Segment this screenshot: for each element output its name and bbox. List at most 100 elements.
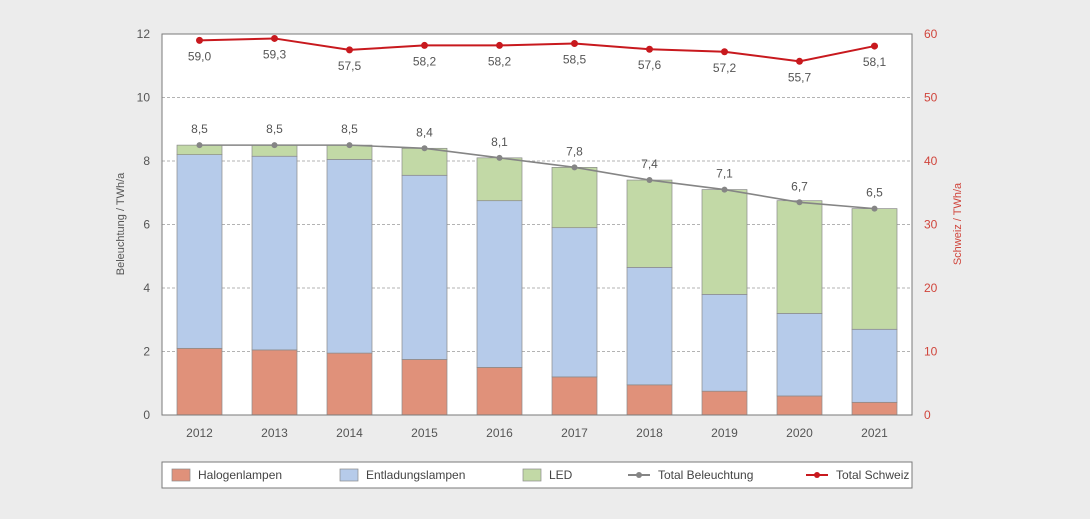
legend: Halogenlampen Entladungslampen LED Total Be… bbox=[161, 461, 913, 489]
plot-frame bbox=[161, 33, 913, 416]
data-label: 55,7 bbox=[788, 70, 812, 84]
bars bbox=[176, 144, 898, 416]
bar-segment bbox=[326, 352, 373, 416]
x-tick-label: 2017 bbox=[561, 426, 588, 440]
y2-tick-label: 10 bbox=[924, 345, 938, 359]
bar-segment bbox=[776, 313, 823, 397]
data-label: 8,4 bbox=[416, 125, 433, 139]
data-label: 6,7 bbox=[791, 179, 808, 193]
line-point bbox=[796, 57, 803, 65]
y-tick-label: 4 bbox=[143, 281, 150, 295]
bar-segment bbox=[476, 367, 523, 416]
series-line bbox=[199, 144, 875, 210]
legend-label: LED bbox=[549, 468, 573, 482]
legend-label: Total Schweiz bbox=[836, 468, 909, 482]
y-tick-label: 10 bbox=[137, 91, 151, 105]
data-label: 7,1 bbox=[716, 167, 733, 181]
data-label: 8,1 bbox=[491, 135, 508, 149]
bar-segment bbox=[476, 157, 523, 202]
bar-segment bbox=[701, 294, 748, 392]
bar-segment bbox=[401, 359, 448, 416]
y-tick-label: 12 bbox=[137, 27, 151, 41]
line-point bbox=[496, 41, 503, 49]
legend-swatch bbox=[171, 468, 191, 482]
bar-segment bbox=[701, 390, 748, 416]
legend-swatch bbox=[522, 468, 542, 482]
bar-segment bbox=[251, 349, 298, 416]
data-label: 6,5 bbox=[866, 186, 883, 200]
y2-tick-label: 30 bbox=[924, 218, 938, 232]
line-point bbox=[496, 154, 503, 161]
bar-segment bbox=[551, 376, 598, 416]
series-line bbox=[199, 37, 875, 63]
line-point bbox=[196, 142, 203, 149]
bar-segment bbox=[626, 267, 673, 386]
bar-segment bbox=[551, 167, 598, 229]
bar-segment bbox=[326, 159, 373, 354]
bar-segment bbox=[401, 147, 448, 176]
y2-tick-label: 60 bbox=[924, 27, 938, 41]
data-label: 8,5 bbox=[191, 122, 208, 136]
line-point bbox=[196, 36, 203, 44]
axes: 0 0 2 10 4 20 6 30 8 40 10 50 12 60 2012 2013 2014 2015 20… bbox=[115, 27, 964, 440]
line-point bbox=[871, 42, 878, 50]
bar-segment bbox=[476, 200, 523, 368]
bar-segment bbox=[776, 395, 823, 416]
legend-label: Entladungslampen bbox=[366, 468, 465, 482]
data-label: 7,8 bbox=[566, 144, 583, 158]
data-label: 58,2 bbox=[413, 54, 437, 68]
legend-label: Halogenlampen bbox=[198, 468, 282, 482]
bar-segment bbox=[701, 189, 748, 295]
y2-tick-label: 50 bbox=[924, 91, 938, 105]
legend-marker bbox=[636, 472, 642, 478]
bar-segment bbox=[626, 179, 673, 268]
data-label: 58,1 bbox=[863, 55, 887, 69]
y2-tick-label: 20 bbox=[924, 281, 938, 295]
y-tick-label: 2 bbox=[143, 345, 150, 359]
data-label: 7,4 bbox=[641, 157, 658, 171]
data-label: 8,5 bbox=[341, 122, 358, 136]
bar-segment bbox=[851, 328, 898, 403]
line-point bbox=[646, 45, 653, 53]
y-tick-label: 0 bbox=[143, 408, 150, 422]
line-point bbox=[346, 142, 353, 149]
x-tick-label: 2016 bbox=[486, 426, 513, 440]
x-tick-label: 2015 bbox=[411, 426, 438, 440]
y2-tick-label: 0 bbox=[924, 408, 931, 422]
legend-swatch bbox=[339, 468, 359, 482]
line-point bbox=[571, 40, 578, 48]
x-tick-label: 2019 bbox=[711, 426, 738, 440]
bar-segment bbox=[551, 227, 598, 378]
x-tick-label: 2013 bbox=[261, 426, 288, 440]
x-tick-label: 2012 bbox=[186, 426, 213, 440]
y2-axis-title: Schweiz / TWh/a bbox=[952, 182, 964, 265]
line-point bbox=[421, 145, 428, 152]
x-tick-label: 2018 bbox=[636, 426, 663, 440]
line-point bbox=[271, 142, 278, 149]
line-point bbox=[421, 41, 428, 49]
bar-segment bbox=[851, 208, 898, 330]
x-tick-label: 2021 bbox=[861, 426, 888, 440]
bar-segment bbox=[776, 200, 823, 314]
bar-segment bbox=[176, 154, 223, 349]
data-label: 8,5 bbox=[266, 122, 283, 136]
data-label: 57,2 bbox=[713, 61, 737, 75]
bar-segment bbox=[626, 384, 673, 416]
legend-label: Total Beleuchtung bbox=[658, 468, 753, 482]
data-label: 57,6 bbox=[638, 58, 662, 72]
data-labels: 8,5 8,5 8,5 8,4 8,1 7,8 7,4 7,1 6,7 6,5 59,0 59,3 57… bbox=[188, 47, 887, 199]
line-point bbox=[646, 177, 653, 184]
line-point bbox=[346, 46, 353, 54]
y-tick-label: 8 bbox=[143, 154, 150, 168]
data-label: 57,5 bbox=[338, 59, 362, 73]
legend-marker bbox=[814, 472, 820, 478]
lines bbox=[196, 34, 878, 212]
data-label: 59,3 bbox=[263, 47, 287, 61]
bar-segment bbox=[251, 155, 298, 351]
line-point bbox=[796, 199, 803, 206]
x-tick-label: 2014 bbox=[336, 426, 363, 440]
y-tick-label: 6 bbox=[143, 218, 150, 232]
bar-segment bbox=[401, 174, 448, 360]
data-label: 59,0 bbox=[188, 49, 212, 63]
